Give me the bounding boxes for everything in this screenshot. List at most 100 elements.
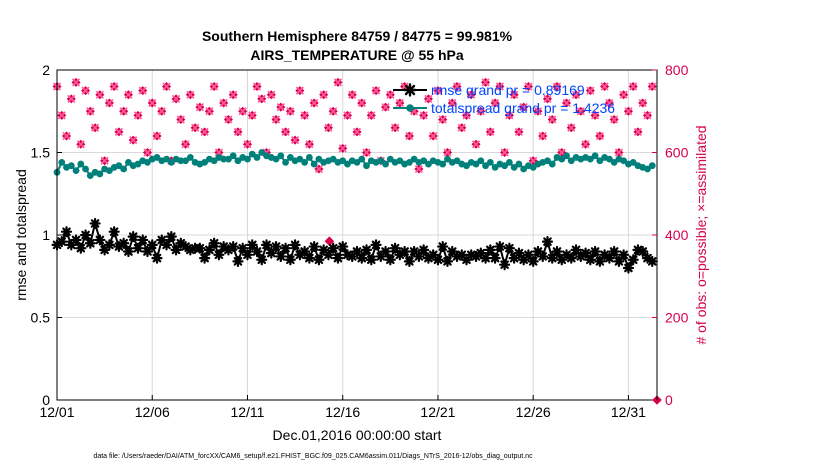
chart-subtitle: AIRS_TEMPERATURE @ 55 hPa (250, 47, 464, 63)
rmse-point (308, 240, 320, 253)
data-file-footnote: data file: /Users/raeder/DAI/ATM_forcXX/… (93, 453, 533, 460)
chart-title: Southern Hemisphere 84759 / 84775 = 99.9… (202, 28, 513, 44)
x-tick-label: 12/21 (420, 404, 455, 420)
totalspread-point (605, 155, 613, 163)
rmse-point (141, 245, 154, 258)
rmse-point (56, 236, 68, 248)
obs-assimilated-point (348, 90, 357, 99)
totalspread-point (620, 157, 628, 165)
rmse-point (384, 254, 396, 266)
totalspread-point (86, 172, 94, 180)
obs-assimilated-point (605, 98, 614, 108)
obs-assimilated-point (286, 107, 295, 116)
totalspread-point (472, 160, 480, 168)
rmse-point (470, 250, 482, 263)
rmse-point (284, 254, 296, 266)
rmse-point (346, 250, 358, 263)
rmse-point (218, 240, 230, 253)
totalspread-point (305, 154, 313, 161)
rmse-point (556, 254, 568, 266)
rmse-point (484, 244, 496, 256)
rmse-point (418, 244, 430, 256)
rmse-point (137, 234, 149, 246)
obs-assimilated-point (267, 90, 276, 99)
rmse-point (422, 252, 435, 264)
rmse-point (365, 254, 377, 266)
obs-assimilated-point (229, 90, 238, 99)
totalspread-point (167, 159, 175, 166)
obs-assimilated-point (476, 107, 485, 116)
obs-assimilated-point (152, 131, 162, 141)
totalspread-point (410, 155, 418, 163)
obs-assimilated-point (367, 111, 376, 120)
totalspread-point (610, 159, 618, 166)
rmse-point (456, 249, 468, 261)
totalspread-point (253, 154, 261, 161)
y-tick-label: 0 (42, 392, 50, 408)
totalspread-point (163, 155, 170, 163)
obs-assimilated-point (133, 111, 143, 120)
obs-assimilated-point (486, 127, 495, 136)
totalspread-point (501, 162, 509, 170)
obs-assimilated-point (210, 82, 219, 91)
rmse-point (170, 244, 182, 256)
obs-assimilated-point (610, 115, 619, 124)
obs-assimilated-point (462, 111, 471, 120)
rmse-point (265, 247, 277, 259)
rmse-point (499, 259, 511, 271)
rmse-point (208, 237, 220, 249)
rmse-point (603, 252, 615, 264)
obs-assimilated-point (319, 90, 328, 99)
obs-assimilated-point (114, 127, 123, 136)
obs-assimilated-point (548, 115, 557, 124)
obs-assimilated-point (295, 86, 304, 95)
obs-assimilated-point (629, 82, 638, 91)
rmse-point (146, 239, 158, 251)
totalspread-point (596, 157, 604, 165)
rmse-point (237, 242, 249, 254)
rmse-point (70, 234, 82, 246)
obs-assimilated-point (519, 103, 528, 112)
totalspread-point (153, 154, 161, 161)
rmse-point (475, 247, 487, 259)
obs-assimilated-point (305, 140, 314, 149)
obs-assimilated-point (543, 94, 552, 103)
obs-assimilated-point (148, 98, 157, 108)
rmse-point (432, 254, 444, 266)
totalspread-point (567, 157, 575, 165)
totalspread-point (72, 167, 80, 175)
totalspread-point (125, 159, 132, 166)
rmse-point (89, 217, 101, 230)
rmse-point (613, 255, 625, 267)
obs-assimilated-point (386, 90, 395, 99)
obs-assimilated-point (224, 115, 233, 124)
rmse-point (222, 244, 235, 256)
rmse-point (127, 231, 139, 243)
totalspread-point (591, 152, 599, 160)
obs-assimilated-point (414, 164, 423, 174)
rmse-point (332, 252, 344, 264)
rmse-point (270, 240, 282, 253)
obs-assimilated-point (171, 94, 181, 103)
legend-item-totalspread: totalspread grand pr = 1.4236 (393, 100, 615, 116)
rmse-point (370, 239, 382, 251)
rmse-point (618, 249, 630, 261)
rmse-point (551, 245, 563, 258)
totalspread-point (58, 159, 66, 166)
rmse-point (465, 249, 477, 261)
obs-assimilated-point (633, 127, 643, 136)
totalspread-point (482, 162, 489, 170)
totalspread-point (629, 159, 637, 166)
rmse-point (608, 245, 620, 258)
rmse-point (108, 226, 120, 238)
obs-assimilated-point (233, 127, 243, 136)
rmse-point (441, 255, 454, 267)
obs-assimilated-point (643, 111, 652, 120)
rmse-point (584, 254, 596, 266)
rmse-point (99, 244, 111, 256)
totalspread-point (544, 157, 551, 165)
rmse-point (479, 252, 492, 264)
x-tick-label: 12/31 (611, 404, 646, 420)
obs-assimilated-point (214, 148, 223, 157)
rmse-point (299, 245, 311, 258)
